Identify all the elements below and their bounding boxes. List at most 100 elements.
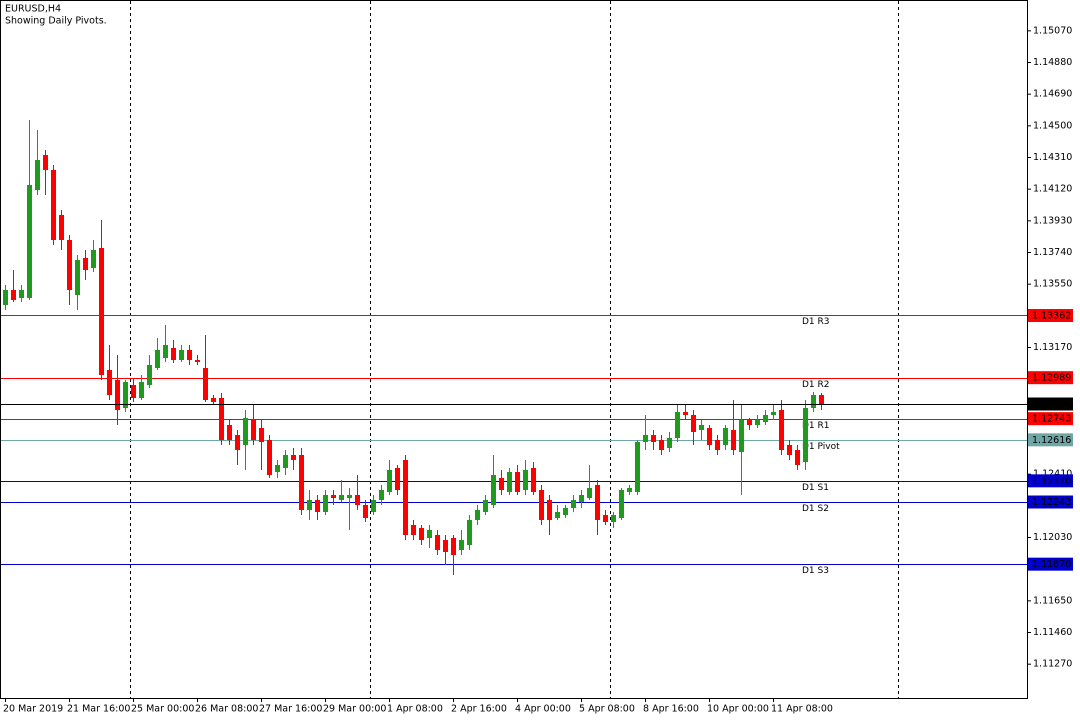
y-tick-label: 1.11650 xyxy=(1033,595,1072,606)
price-box-label: 1.12616 xyxy=(1032,435,1071,446)
candle-body xyxy=(211,398,216,402)
price-box xyxy=(1028,371,1073,385)
candle-body xyxy=(379,490,384,500)
candle-body xyxy=(483,500,488,512)
candle-body xyxy=(523,470,528,490)
y-tick-label: 1.14880 xyxy=(1033,57,1072,68)
candle-body xyxy=(123,382,128,408)
candle-body xyxy=(507,472,512,492)
y-tick-label: 1.11460 xyxy=(1033,627,1072,638)
candle-body xyxy=(707,428,712,445)
candle-body xyxy=(179,350,184,360)
candle-body xyxy=(763,415,768,422)
candle-body xyxy=(67,240,72,290)
price-box-label: 1.12370 xyxy=(1032,476,1071,487)
candle-body xyxy=(779,410,784,450)
x-tick-label: 25 Mar 00:00 xyxy=(131,704,194,715)
price-box-label: 1.13362 xyxy=(1032,311,1071,322)
pivot-name: D1 S2 xyxy=(802,504,829,514)
candle-body xyxy=(299,455,304,510)
candle-body xyxy=(499,478,504,490)
pivot-name: D1 Pivot xyxy=(802,442,840,452)
candle-body xyxy=(35,160,40,190)
price-box xyxy=(1028,309,1073,322)
candle-body xyxy=(635,442,640,492)
candle-body xyxy=(715,440,720,450)
y-tick-label: 1.13170 xyxy=(1033,342,1072,353)
price-box-label: 1.12831 xyxy=(1032,399,1071,410)
candle-body xyxy=(755,420,760,425)
candle-body xyxy=(731,430,736,450)
candle-body xyxy=(467,520,472,545)
candle-body xyxy=(723,428,728,445)
candle-body xyxy=(547,500,552,520)
price-box xyxy=(1028,397,1073,411)
candle-body xyxy=(43,155,48,170)
y-tick-label: 1.12030 xyxy=(1033,532,1072,543)
candle-body xyxy=(131,385,136,398)
candle-body xyxy=(251,420,256,440)
candle-body xyxy=(795,450,800,465)
x-tick-label: 29 Mar 00:00 xyxy=(323,704,386,715)
x-tick-label: 2 Apr 16:00 xyxy=(451,704,507,715)
x-tick-label: 10 Apr 00:00 xyxy=(707,704,769,715)
x-tick-label: 1 Apr 08:00 xyxy=(387,704,443,715)
candle-body xyxy=(147,365,152,385)
x-tick-label: 4 Apr 00:00 xyxy=(515,704,571,715)
price-box xyxy=(1028,557,1073,571)
candle-body xyxy=(155,350,160,368)
pivot-name: D1 S3 xyxy=(802,566,829,576)
candle-body xyxy=(235,435,240,450)
candle-body xyxy=(595,485,600,520)
candle-body xyxy=(691,415,696,432)
candle-body xyxy=(59,215,64,240)
candle-body xyxy=(819,395,824,404)
candle-body xyxy=(19,290,24,298)
x-tick-label: 11 Apr 08:00 xyxy=(771,704,833,715)
candle-body xyxy=(811,395,816,408)
candle-body xyxy=(563,508,568,515)
y-tick-label: 1.14310 xyxy=(1033,152,1072,163)
candle-body xyxy=(675,412,680,438)
price-box-label: 1.12743 xyxy=(1032,414,1071,425)
price-box-label: 1.12989 xyxy=(1032,373,1071,384)
candle-body xyxy=(787,445,792,455)
candle-body xyxy=(243,418,248,445)
candle-body xyxy=(75,260,80,295)
y-tick-label: 1.14500 xyxy=(1033,120,1072,131)
candle-body xyxy=(227,425,232,440)
candle-body xyxy=(739,420,744,452)
y-tick-label: 1.11270 xyxy=(1033,659,1072,670)
candle-body xyxy=(275,465,280,472)
candle-body xyxy=(643,435,648,442)
candle-body xyxy=(307,500,312,510)
candle-body xyxy=(371,500,376,512)
y-tick-label: 1.14690 xyxy=(1033,89,1072,100)
x-tick-label: 8 Apr 16:00 xyxy=(643,704,699,715)
candle-body xyxy=(171,348,176,360)
candle-body xyxy=(427,530,432,538)
candle-body xyxy=(651,435,656,442)
candle-body xyxy=(683,412,688,415)
candle-body xyxy=(435,535,440,550)
x-tick-label: 26 Mar 08:00 xyxy=(195,704,258,715)
candle-body xyxy=(411,525,416,535)
candle-body xyxy=(107,370,112,395)
pivot-name: D1 S1 xyxy=(802,483,829,493)
candle-body xyxy=(531,468,536,492)
candle-body xyxy=(699,425,704,430)
candle-body xyxy=(403,460,408,535)
x-tick-label: 20 Mar 2019 xyxy=(3,704,63,715)
candle-body xyxy=(83,258,88,270)
candle-body xyxy=(163,345,168,358)
pivot-name: D1 R3 xyxy=(802,317,830,327)
pivot-name: D1 R1 xyxy=(802,421,830,431)
candle-body xyxy=(771,412,776,415)
candle-body xyxy=(27,185,32,298)
candle-body xyxy=(667,438,672,448)
candle-body xyxy=(611,515,616,522)
price-box-label: 1.11870 xyxy=(1032,559,1071,570)
candle-body xyxy=(747,420,752,425)
candle-body xyxy=(347,495,352,498)
